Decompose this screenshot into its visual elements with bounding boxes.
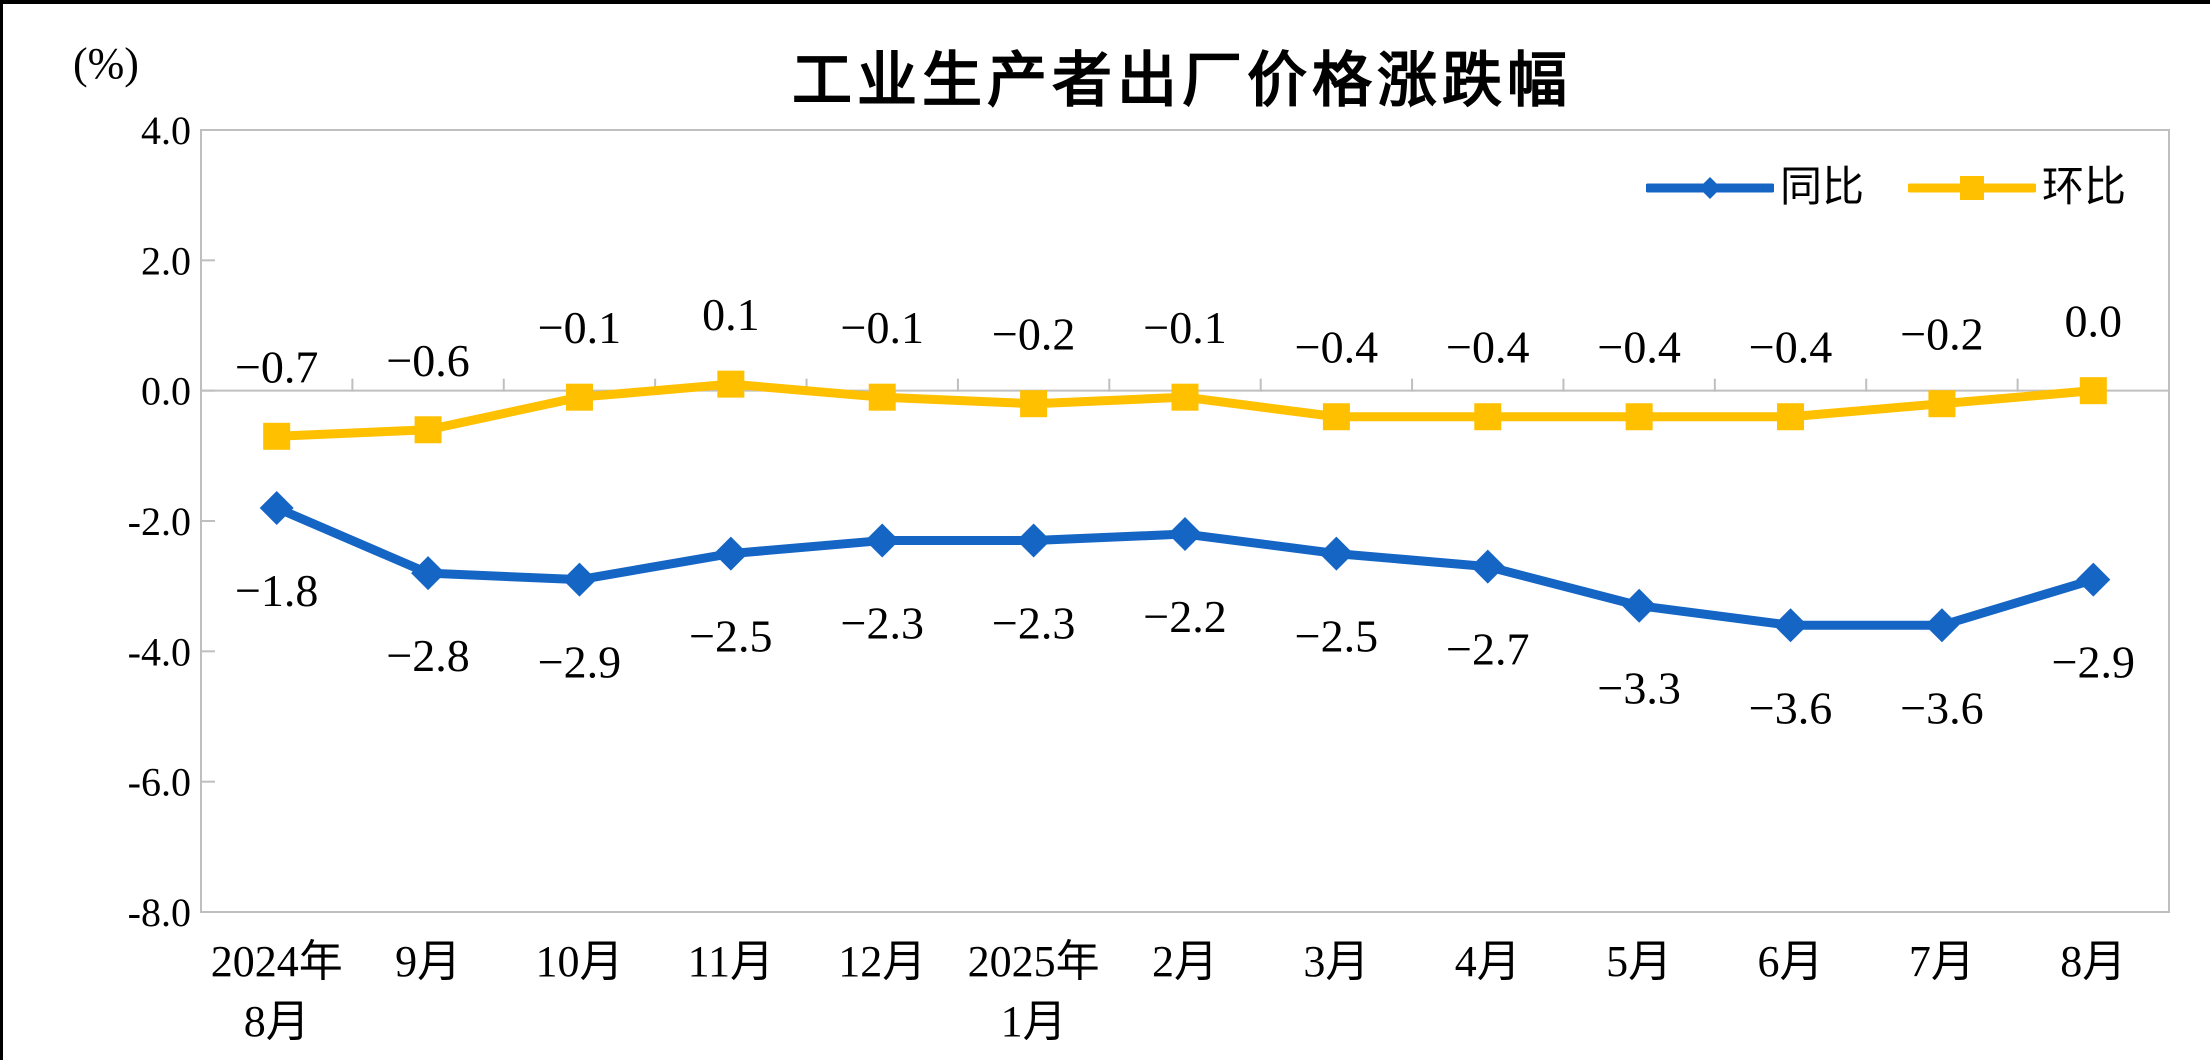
yoy-point-marker [1016, 523, 1051, 558]
yoy-point-marker [865, 523, 900, 558]
mom-data-label: −0.4 [1597, 322, 1680, 373]
x-category-label: 2月 [1152, 937, 1218, 986]
yoy-point-marker [562, 562, 597, 597]
yoy-data-label: −2.3 [841, 598, 924, 649]
x-category-label: 3月 [1303, 937, 1369, 986]
mom-data-label: −0.4 [1446, 322, 1529, 373]
mom-point-marker [263, 422, 291, 450]
mom-point-marker [414, 416, 442, 444]
mom-data-label: 0.0 [2065, 296, 2123, 347]
mom-data-label: −0.2 [1900, 309, 1983, 360]
yoy-data-label: −2.2 [1143, 591, 1226, 642]
mom-legend-marker [1960, 176, 1985, 200]
y-tick-label: 2.0 [141, 238, 191, 283]
mom-point-marker [868, 383, 896, 411]
mom-point-marker [1928, 390, 1956, 418]
yoy-data-label: −2.8 [386, 630, 469, 681]
mom-data-label: −0.1 [1143, 302, 1226, 353]
x-category-label: 6月 [1758, 937, 1824, 986]
yoy-point-marker [411, 556, 446, 591]
yoy-point-marker [1319, 536, 1354, 571]
y-tick-label: -2.0 [128, 499, 191, 544]
x-category-label: 2024年 [211, 937, 343, 986]
x-category-label: 7月 [1909, 937, 1975, 986]
mom-point-marker [1777, 403, 1805, 431]
yoy-point-marker [713, 536, 748, 571]
yoy-legend-swatch [1646, 177, 1774, 199]
yoy-point-marker [1773, 608, 1808, 643]
y-tick-label: 4.0 [141, 108, 191, 153]
yoy-data-label: −2.9 [2052, 637, 2135, 688]
x-category-label: 10月 [535, 937, 623, 986]
mom-data-label: −0.4 [1749, 322, 1832, 373]
yoy-data-label: −2.5 [689, 611, 772, 662]
yoy-data-label: −1.8 [235, 565, 318, 616]
x-category-label: 5月 [1606, 937, 1672, 986]
mom-data-label: −0.1 [538, 302, 621, 353]
yoy-point-marker [1622, 588, 1657, 623]
mom-data-label: −0.2 [992, 309, 1075, 360]
mom-data-label: −0.1 [841, 302, 924, 353]
x-category-label: 11月 [688, 937, 774, 986]
yoy-point-marker [2076, 562, 2111, 597]
yoy-data-label: −2.9 [538, 637, 621, 688]
yoy-point-marker [1168, 517, 1202, 552]
yoy-legend-marker [1699, 177, 1721, 199]
mom-legend-swatch [1908, 176, 2037, 200]
mom-point-marker [717, 370, 745, 398]
x-category-label: 1月 [1001, 997, 1067, 1046]
yoy-data-label: −2.5 [1295, 611, 1378, 662]
mom-data-label: −0.4 [1295, 322, 1378, 373]
x-category-label: 4月 [1455, 937, 1521, 986]
x-category-label: 8月 [2060, 937, 2126, 986]
plot-area: 4.0 2.0 0.0 -2.0 -4.0 -6.0 -8.0 2024年 8月 9月 10月 11月… [128, 108, 2170, 1046]
chart-title: 工业生产者出厂价格涨跌幅 [792, 47, 1572, 114]
chart-legend: 同比 环比 [1646, 167, 2126, 209]
mom-point-marker [1474, 403, 1502, 431]
yoy-data-label: −3.6 [1900, 682, 1983, 733]
mom-legend-label: 环比 [2042, 165, 2127, 211]
mom-point-marker [1020, 390, 1048, 418]
mom-data-label: −0.6 [386, 335, 469, 386]
mom-point-marker [565, 383, 593, 411]
legend-item-yoy: 同比 [1646, 167, 1864, 209]
x-category-label: 12月 [838, 937, 926, 986]
yoy-legend-label: 同比 [1780, 165, 1865, 211]
y-axis-unit-label: (%) [73, 39, 139, 88]
x-category-label: 9月 [395, 937, 461, 986]
mom-point-marker [2079, 377, 2107, 405]
x-category-label: 8月 [244, 997, 310, 1046]
y-tick-label: 0.0 [141, 369, 191, 414]
yoy-data-label: −3.3 [1597, 663, 1680, 714]
yoy-data-label: −2.3 [992, 598, 1075, 649]
mom-data-label: −0.7 [235, 341, 318, 392]
y-tick-label: -6.0 [128, 760, 191, 805]
yoy-data-label: −3.6 [1749, 682, 1832, 733]
x-category-label: 2025年 [968, 937, 1100, 986]
mom-point-marker [1625, 403, 1653, 431]
legend-item-mom: 环比 [1908, 167, 2126, 209]
yoy-point-marker [259, 490, 294, 525]
mom-data-label: 0.1 [702, 289, 760, 340]
yoy-point-marker [1470, 549, 1505, 584]
mom-point-marker [1322, 403, 1350, 431]
mom-point-marker [1171, 383, 1199, 411]
y-tick-label: -4.0 [128, 629, 191, 674]
yoy-data-label: −2.7 [1446, 624, 1529, 675]
y-tick-label: -8.0 [128, 890, 191, 935]
yoy-point-marker [1924, 608, 1959, 643]
